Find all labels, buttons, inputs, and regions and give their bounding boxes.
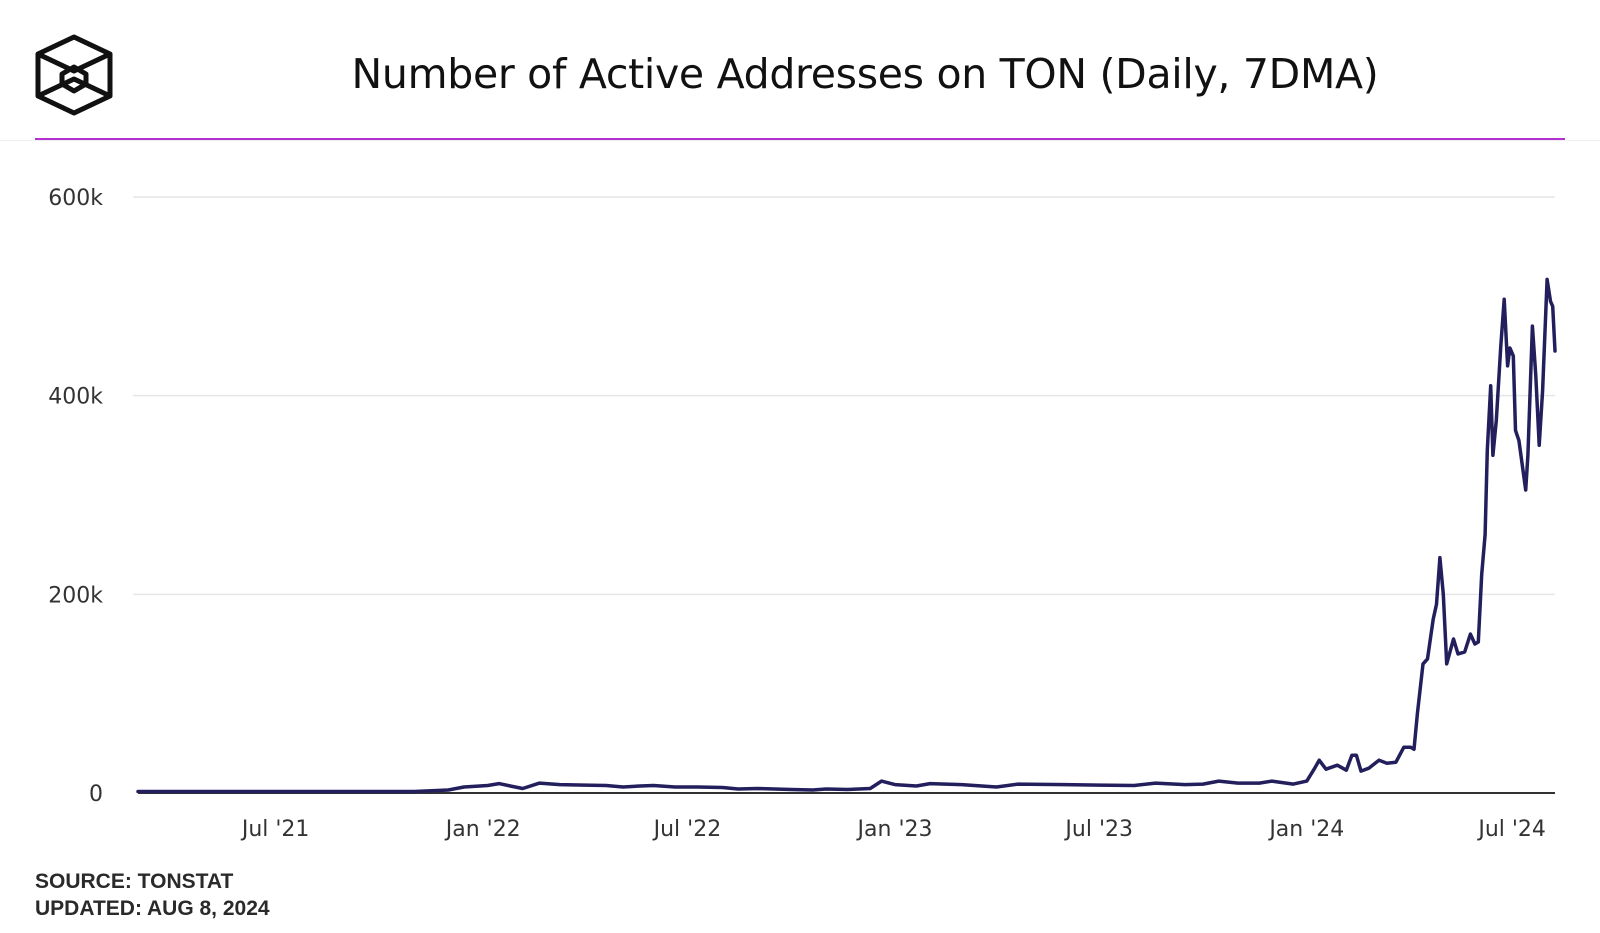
y-tick-label: 0 <box>89 782 103 807</box>
line-chart: 0 200k 400k 600k Jul '21 Jan '22 Jul '22 Jan '… <box>48 186 1557 842</box>
cube-logo-icon <box>35 34 113 116</box>
chart-title: Number of Active Addresses on TON (Daily… <box>351 50 1379 98</box>
y-axis-ticks: 0 200k 400k 600k <box>48 186 103 807</box>
x-tick-label: Jan '23 <box>856 817 933 842</box>
x-tick-label: Jul '23 <box>1063 817 1133 842</box>
source-note: SOURCE: TONSTAT <box>35 870 234 893</box>
x-tick-label: Jan '22 <box>444 817 521 842</box>
x-tick-label: Jan '24 <box>1267 817 1344 842</box>
x-tick-label: Jul '24 <box>1476 817 1546 842</box>
x-axis-ticks: Jul '21 Jan '22 Jul '22 Jan '23 Jul '23 Jan '… <box>240 817 1546 842</box>
y-tick-label: 600k <box>48 186 103 211</box>
y-tick-label: 400k <box>48 385 103 410</box>
x-tick-label: Jul '22 <box>652 817 722 842</box>
y-tick-label: 200k <box>48 583 103 608</box>
header-divider-faint <box>0 140 1600 141</box>
header-accent-rule <box>35 138 1565 140</box>
updated-note: UPDATED: AUG 8, 2024 <box>35 897 270 920</box>
series-line-active-addresses <box>136 277 1557 794</box>
chart-footer: SOURCE: TONSTAT UPDATED: AUG 8, 2024 <box>35 868 270 922</box>
chart-header: Number of Active Addresses on TON (Daily… <box>0 0 1600 140</box>
gridlines <box>133 196 1555 596</box>
x-tick-label: Jul '21 <box>240 817 310 842</box>
